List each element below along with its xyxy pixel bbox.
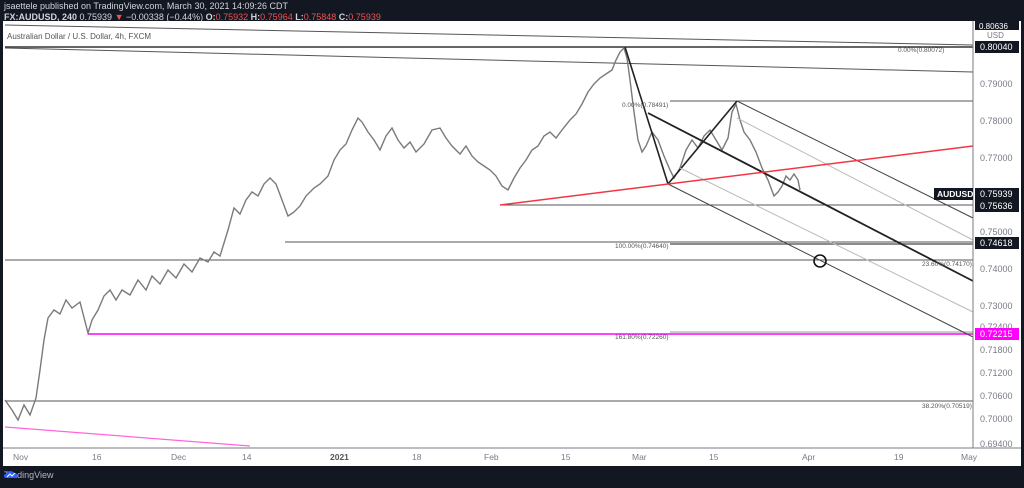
y-tick-075000: 0.75000 — [980, 227, 1013, 237]
x-tick-2021: 2021 — [330, 452, 349, 462]
currency-label: USD — [987, 31, 1004, 40]
price-label-top-box — [975, 21, 1019, 30]
high-value: 0.75964 — [260, 12, 293, 22]
x-tick-apr: Apr — [802, 452, 815, 462]
time-axis[interactable]: Nov 16 Dec 14 2021 18 Feb 15 Mar 15 Apr … — [13, 452, 978, 462]
magenta-trendline-lower[interactable] — [4, 426, 251, 447]
price-series-line — [4, 46, 801, 422]
price-label-072215-box — [975, 328, 1019, 340]
y-tick-073000: 0.73000 — [980, 301, 1013, 311]
down-arrow-icon: ▼ — [114, 12, 124, 22]
high-label: H: — [250, 12, 261, 22]
resistance-line-upper[interactable] — [4, 24, 974, 46]
fib-label-38-2: 38.20%(0.70519) — [922, 403, 972, 410]
price-label-074618-box — [975, 237, 1019, 249]
x-tick-mar: Mar — [632, 452, 647, 462]
pitchfork-lower-inner[interactable] — [679, 167, 974, 313]
resistance-line-lower[interactable] — [4, 47, 974, 73]
x-tick-16: 16 — [92, 452, 102, 462]
fib-label-0-upper: 0.00%(0.80072) — [898, 47, 944, 54]
x-tick-feb: Feb — [484, 452, 499, 462]
y-tick-069400: 0.69400 — [980, 439, 1013, 449]
y-tick-071800: 0.71800 — [980, 345, 1013, 355]
fib-label-0-march: 0.00%(0.78491) — [622, 102, 668, 109]
target-circle-marker[interactable] — [813, 254, 827, 268]
symbol-label-box — [934, 188, 973, 200]
price-axis[interactable]: 0.79000 0.78000 0.77000 0.75000 0.74000 … — [980, 79, 1013, 449]
x-tick-nov: Nov — [13, 452, 29, 462]
x-tick-19: 19 — [894, 452, 904, 462]
red-rising-trendline[interactable] — [499, 145, 974, 206]
fib-label-161-8: 161.80%(0.72260) — [615, 334, 669, 341]
pitchfork-handle-leg1[interactable] — [624, 46, 669, 185]
price-label-last-box — [975, 188, 1019, 200]
price-label-top: 0.80636 — [979, 22, 1008, 31]
open-value: 0.75932 — [215, 12, 249, 22]
pitchfork-handle-leg2[interactable] — [667, 100, 738, 185]
publisher-line: jsaettele published on TradingView.com, … — [4, 1, 289, 11]
x-tick-dec: Dec — [171, 452, 187, 462]
pitchfork-median-line[interactable] — [647, 112, 974, 282]
low-value: 0.75848 — [303, 12, 337, 22]
pitchfork-upper-inner[interactable] — [736, 117, 974, 241]
symbol-axis-label: AUDUSD — [937, 189, 973, 199]
x-tick-14: 14 — [242, 452, 252, 462]
y-tick-070600: 0.70600 — [980, 391, 1013, 401]
chart-header: jsaettele published on TradingView.com, … — [4, 1, 381, 23]
price-label-080040-box — [975, 41, 1019, 53]
tradingview-cloud-icon — [4, 471, 18, 478]
tradingview-footer[interactable]: TradingView — [4, 470, 54, 480]
price-label-074618: 0.74618 — [980, 238, 1013, 248]
x-tick-15-feb: 15 — [561, 452, 571, 462]
symbol-label[interactable]: FX:AUDUSD, 240 — [4, 12, 78, 22]
y-tick-072400: 0.72400 — [980, 322, 1013, 332]
x-tick-may: May — [961, 452, 978, 462]
fib-label-23-6: 23.60%(0.74170) — [922, 261, 972, 268]
tradingview-brand: TradingView — [4, 470, 54, 480]
last-price: 0.75939 — [79, 12, 113, 22]
price-label-072215: 0.72215 — [980, 329, 1013, 339]
price-chart[interactable]: Australian Dollar / U.S. Dollar, 4h, FXC… — [3, 21, 1021, 466]
price-change: −0.00338 (−0.44%) — [126, 12, 204, 22]
y-tick-074000: 0.74000 — [980, 264, 1013, 274]
low-label: L: — [295, 12, 304, 22]
y-tick-077000: 0.77000 — [980, 153, 1013, 163]
close-label: C: — [338, 12, 349, 22]
pitchfork-lower-parallel[interactable] — [667, 183, 974, 338]
price-label-075636: 0.75636 — [980, 201, 1013, 211]
chart-title: Australian Dollar / U.S. Dollar, 4h, FXC… — [7, 32, 151, 41]
x-tick-15-mar: 15 — [709, 452, 719, 462]
close-value: 0.75939 — [348, 12, 381, 22]
price-label-075636-box — [975, 200, 1019, 212]
y-tick-071200: 0.71200 — [980, 368, 1013, 378]
y-tick-078000: 0.78000 — [980, 116, 1013, 126]
pitchfork-upper-parallel[interactable] — [736, 100, 974, 219]
symbol-quote-line: FX:AUDUSD, 240 0.75939 ▼ −0.00338 (−0.44… — [4, 12, 381, 23]
open-label: O: — [205, 12, 216, 22]
x-tick-18: 18 — [412, 452, 422, 462]
price-label-080040: 0.80040 — [980, 42, 1013, 52]
price-label-last: 0.75939 — [980, 189, 1013, 199]
y-tick-079000: 0.79000 — [980, 79, 1013, 89]
fib-label-100: 100.00%(0.74640) — [615, 243, 669, 250]
y-tick-070000: 0.70000 — [980, 414, 1013, 424]
chart-panel[interactable]: Australian Dollar / U.S. Dollar, 4h, FXC… — [3, 21, 1021, 466]
